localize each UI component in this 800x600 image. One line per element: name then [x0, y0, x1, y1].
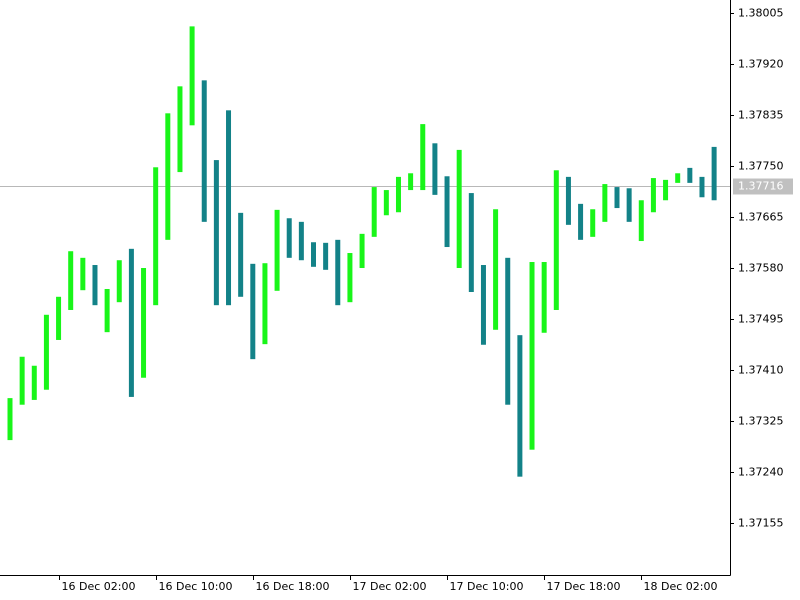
candle-body [56, 296, 62, 340]
candle-body [590, 209, 596, 237]
x-tick-label: 17 Dec 10:00 [450, 580, 524, 593]
candle-body [541, 262, 547, 333]
candle-body [323, 242, 329, 270]
x-tick-label: 16 Dec 18:00 [256, 580, 330, 593]
candle-body [578, 203, 584, 240]
y-tick-label: 1.37495 [738, 313, 784, 326]
x-tick-label: 17 Dec 02:00 [353, 580, 427, 593]
candle-body [311, 242, 316, 267]
y-tick-label: 1.37410 [738, 364, 784, 377]
candle-body [128, 248, 134, 397]
candle-body [165, 113, 171, 240]
candle-body [517, 335, 523, 477]
candle-body [711, 146, 717, 201]
candle-body [31, 365, 37, 400]
candle-body [153, 167, 159, 306]
candle-body [699, 176, 705, 198]
candle-body [565, 176, 571, 225]
candle-body [7, 398, 13, 441]
candle-body [395, 176, 401, 213]
candle-body [444, 176, 450, 248]
x-tick-label: 16 Dec 10:00 [159, 580, 233, 593]
candle-body [201, 80, 207, 222]
candle-body [614, 187, 620, 209]
candle-body [529, 262, 535, 450]
candle-body [480, 265, 486, 345]
price-label: 1.37716 [738, 180, 784, 193]
candle-body [177, 86, 183, 173]
y-tick-label: 1.37240 [738, 466, 784, 479]
y-tick-label: 1.37665 [738, 211, 784, 224]
candle-body [347, 253, 353, 303]
candle-body [274, 209, 280, 291]
candle-body [189, 26, 195, 126]
x-tick-label: 17 Dec 18:00 [547, 580, 621, 593]
candle-body [213, 160, 219, 306]
candle-body [359, 233, 365, 269]
y-tick-label: 1.37750 [738, 160, 784, 173]
price-label-bg [733, 178, 793, 195]
y-tick-label: 1.37920 [738, 58, 784, 71]
x-tick-label: 18 Dec 02:00 [644, 580, 718, 593]
y-tick-label: 1.38005 [738, 7, 784, 20]
candle-body [553, 170, 559, 310]
candle-body [335, 239, 341, 306]
candle-body [687, 167, 693, 183]
candle-body [420, 124, 426, 191]
candle-body [493, 209, 499, 330]
y-tick-label: 1.37835 [738, 109, 784, 122]
candle-body [43, 314, 49, 390]
candle-body [626, 188, 632, 222]
x-tick-label: 16 Dec 02:00 [62, 580, 136, 593]
candle-body [650, 178, 656, 213]
candle-body [116, 260, 122, 303]
candle-body [663, 179, 669, 201]
candle-body [408, 173, 414, 191]
y-tick-label: 1.37580 [738, 262, 784, 275]
y-tick-label: 1.37325 [738, 415, 784, 428]
y-tick-label: 1.37155 [738, 517, 784, 530]
candle-body [638, 200, 644, 242]
candle-body [675, 173, 681, 183]
candle-body [432, 143, 438, 195]
candle-body [19, 356, 25, 405]
candle-body [468, 193, 474, 292]
candle-body [104, 288, 110, 333]
candle-body [286, 218, 292, 258]
candle-body [262, 263, 268, 345]
candle-body [456, 149, 462, 269]
candle-body [68, 251, 74, 310]
candle-body [298, 221, 304, 261]
candle-body [250, 263, 256, 360]
candle-body [505, 257, 511, 405]
candle-body [383, 190, 389, 216]
candle-body [141, 268, 147, 378]
candle-body [80, 257, 86, 291]
candle-body [371, 187, 377, 237]
candle-body [226, 110, 232, 306]
candle-body [602, 184, 608, 222]
plot-area [0, 26, 730, 477]
candle-body [238, 212, 244, 297]
candle-body [92, 265, 98, 306]
